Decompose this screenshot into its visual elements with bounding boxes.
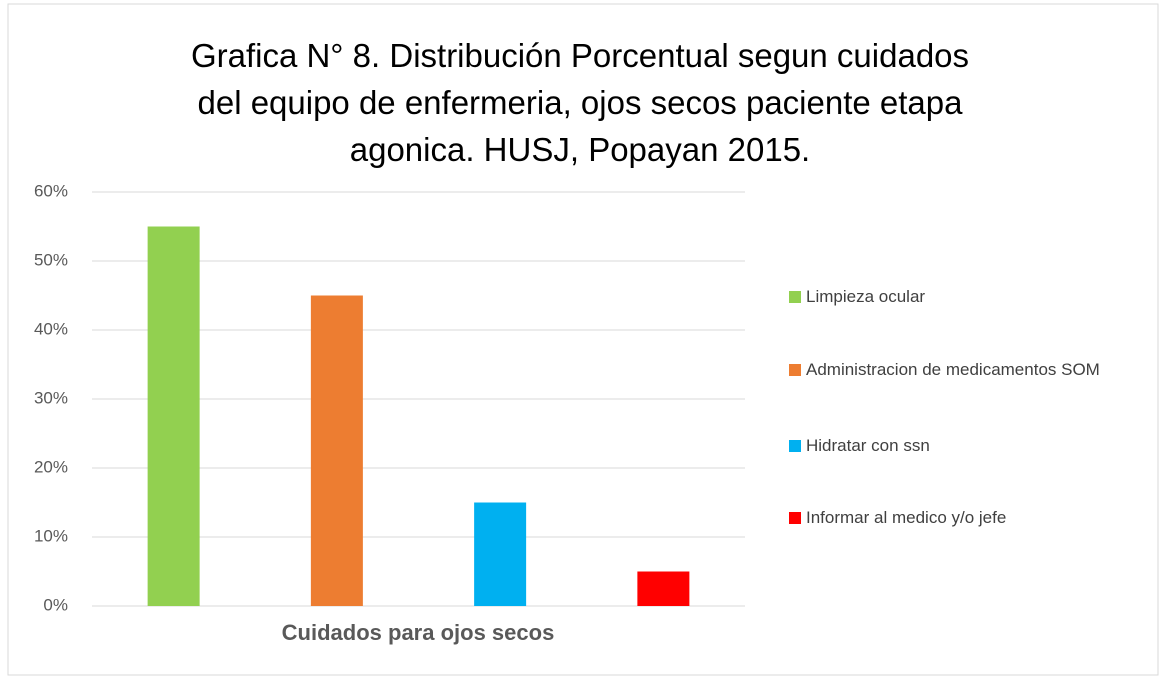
legend-swatch <box>789 440 801 452</box>
legend-swatch <box>789 291 801 303</box>
legend-label: Limpieza ocular <box>806 287 926 306</box>
bar <box>310 295 363 606</box>
y-tick-label: 0% <box>43 595 68 614</box>
y-tick-label: 40% <box>34 319 68 338</box>
legend-label: Administracion de medicamentos SOM <box>806 360 1100 379</box>
bar <box>474 502 527 606</box>
bar <box>637 571 690 606</box>
y-tick-label: 60% <box>34 181 68 200</box>
legend-label: Hidratar con ssn <box>806 436 930 455</box>
chart-frame <box>7 3 1159 676</box>
y-tick-label: 20% <box>34 457 68 476</box>
y-tick-label: 50% <box>34 250 68 269</box>
x-axis-label: Cuidados para ojos secos <box>282 620 555 645</box>
chart-title: Grafica N° 8. Distribución Porcentual se… <box>190 37 970 168</box>
legend-label: Informar al medico y/o jefe <box>806 508 1007 527</box>
y-tick-label: 10% <box>34 526 68 545</box>
y-tick-label: 30% <box>34 388 68 407</box>
legend-swatch <box>789 364 801 376</box>
bar <box>147 226 200 606</box>
legend-swatch <box>789 512 801 524</box>
